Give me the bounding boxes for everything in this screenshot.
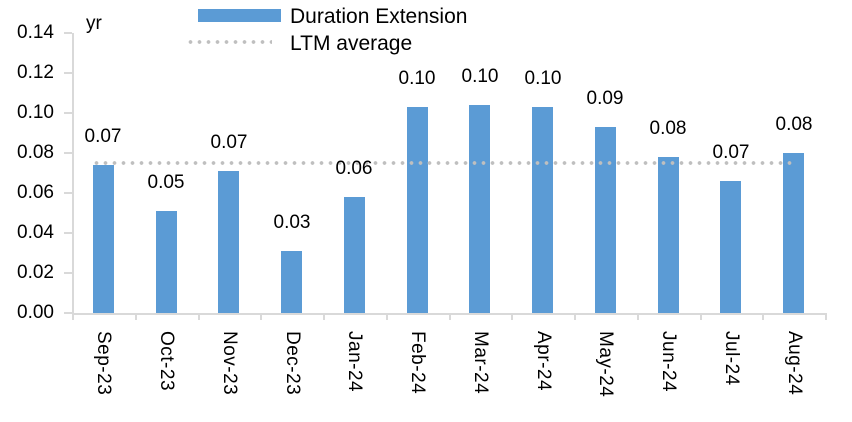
x-axis-tick-mark	[198, 313, 200, 320]
y-axis-tick-label: 0.02	[17, 262, 54, 283]
x-axis-label-may-24: May-24	[595, 331, 616, 398]
bar-nov-23	[218, 171, 239, 313]
x-axis-tick-mark	[574, 313, 576, 320]
bar-oct-23	[156, 211, 177, 313]
x-axis-tick-mark	[637, 313, 639, 320]
bar-jun-24	[658, 157, 679, 313]
bar-mar-24	[469, 105, 490, 313]
x-axis-label-dec-23: Dec-23	[282, 331, 303, 396]
x-axis-tick-mark	[762, 313, 764, 320]
bar-feb-24	[407, 107, 428, 313]
y-axis-tick-mark	[64, 72, 72, 74]
legend-label-duration-extension: Duration Extension	[290, 5, 468, 28]
data-label-jun-24: 0.08	[649, 118, 687, 139]
x-axis-tick-mark	[72, 313, 74, 320]
x-axis-label-aug-24: Aug-24	[784, 331, 805, 396]
bar-aug-24	[783, 153, 804, 313]
x-axis-tick-mark	[323, 313, 325, 320]
x-axis-label-sep-23: Sep-23	[93, 331, 114, 396]
y-axis-tick-mark	[64, 112, 72, 114]
legend-swatch-ltm-average	[186, 40, 272, 44]
y-axis-tick-label: 0.10	[17, 102, 54, 123]
data-label-aug-24: 0.08	[775, 114, 813, 135]
x-axis-label-jan-24: Jan-24	[344, 331, 365, 393]
x-axis-tick-mark	[386, 313, 388, 320]
x-axis-label-jun-24: Jun-24	[658, 331, 679, 393]
x-axis-label-nov-23: Nov-23	[219, 331, 240, 396]
data-label-oct-23: 0.05	[147, 172, 185, 193]
data-label-jan-24: 0.06	[335, 158, 373, 179]
x-axis-tick-mark	[511, 313, 513, 320]
bar-jan-24	[344, 197, 365, 313]
data-label-sep-23: 0.07	[84, 126, 122, 147]
y-axis-tick-mark	[64, 192, 72, 194]
data-label-apr-24: 0.10	[524, 68, 562, 89]
x-axis-label-apr-24: Apr-24	[533, 331, 554, 392]
bar-apr-24	[532, 107, 553, 313]
x-axis-tick-mark	[825, 313, 827, 320]
y-axis-unit-label: yr	[86, 13, 102, 34]
x-axis-tick-mark	[700, 313, 702, 320]
y-axis-line	[72, 33, 74, 315]
y-axis-tick-mark	[64, 152, 72, 154]
data-label-jul-24: 0.07	[712, 142, 750, 163]
y-axis-tick-mark	[64, 32, 72, 34]
x-axis-label-feb-24: Feb-24	[407, 331, 428, 395]
y-axis-tick-label: 0.08	[17, 142, 54, 163]
bar-may-24	[595, 127, 616, 313]
x-axis-label-mar-24: Mar-24	[470, 331, 491, 395]
x-axis-tick-mark	[260, 313, 262, 320]
bar-jul-24	[720, 181, 741, 313]
x-axis-tick-mark	[135, 313, 137, 320]
data-label-feb-24: 0.10	[398, 68, 436, 89]
x-axis-label-oct-23: Oct-23	[156, 331, 177, 392]
data-label-nov-23: 0.07	[210, 132, 248, 153]
data-label-dec-23: 0.03	[273, 212, 311, 233]
y-axis-tick-label: 0.12	[17, 62, 54, 83]
x-axis-tick-mark	[449, 313, 451, 320]
legend-label-ltm-average: LTM average	[290, 32, 413, 55]
y-axis-tick-mark	[64, 232, 72, 234]
bar-sep-23	[93, 165, 114, 313]
x-axis-label-jul-24: Jul-24	[721, 331, 742, 386]
y-axis-tick-label: 0.14	[17, 22, 54, 43]
y-axis-tick-label: 0.06	[17, 182, 54, 203]
data-label-mar-24: 0.10	[461, 66, 499, 87]
y-axis-tick-mark	[64, 312, 72, 314]
legend-swatch-duration-extension	[198, 9, 281, 22]
bar-dec-23	[281, 251, 302, 313]
y-axis-tick-label: 0.00	[17, 302, 54, 323]
y-axis-tick-label: 0.04	[17, 222, 54, 243]
y-axis-tick-mark	[64, 272, 72, 274]
ltm-average-line	[92, 161, 792, 165]
data-label-may-24: 0.09	[586, 88, 624, 109]
